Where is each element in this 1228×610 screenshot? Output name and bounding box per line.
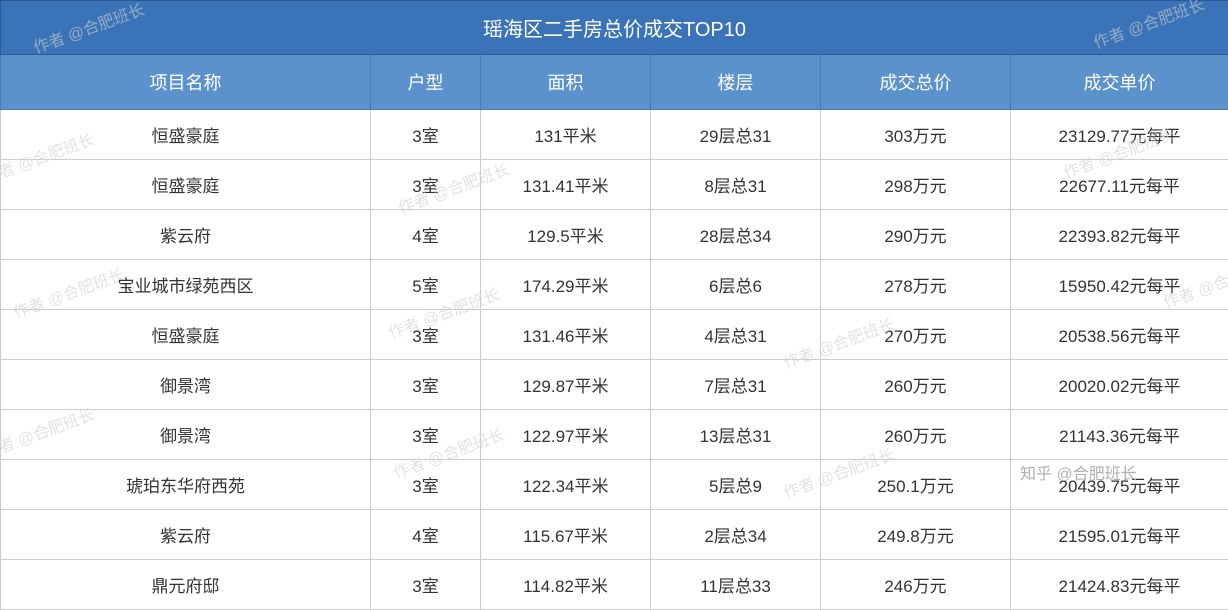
table-cell: 2层总34	[651, 510, 821, 560]
table-cell: 249.8万元	[821, 510, 1011, 560]
property-table: 瑶海区二手房总价成交TOP10 项目名称户型面积楼层成交总价成交单价 恒盛豪庭3…	[0, 0, 1228, 610]
column-header: 户型	[371, 55, 481, 110]
table-cell: 恒盛豪庭	[1, 310, 371, 360]
table-row: 御景湾3室122.97平米13层总31260万元21143.36元每平	[1, 410, 1228, 460]
table-cell: 5层总9	[651, 460, 821, 510]
table-cell: 恒盛豪庭	[1, 110, 371, 160]
table-cell: 278万元	[821, 260, 1011, 310]
table-cell: 20020.02元每平	[1011, 360, 1228, 410]
table-cell: 129.5平米	[481, 210, 651, 260]
table-cell: 246万元	[821, 560, 1011, 610]
table-cell: 3室	[371, 160, 481, 210]
table-cell: 114.82平米	[481, 560, 651, 610]
table-cell: 22677.11元每平	[1011, 160, 1228, 210]
table-container: 瑶海区二手房总价成交TOP10 项目名称户型面积楼层成交总价成交单价 恒盛豪庭3…	[0, 0, 1228, 610]
table-cell: 131.46平米	[481, 310, 651, 360]
table-row: 紫云府4室129.5平米28层总34290万元22393.82元每平	[1, 210, 1228, 260]
table-cell: 115.67平米	[481, 510, 651, 560]
table-cell: 129.87平米	[481, 360, 651, 410]
table-row: 御景湾3室129.87平米7层总31260万元20020.02元每平	[1, 360, 1228, 410]
table-cell: 13层总31	[651, 410, 821, 460]
table-cell: 6层总6	[651, 260, 821, 310]
table-cell: 20439.75元每平	[1011, 460, 1228, 510]
table-cell: 21595.01元每平	[1011, 510, 1228, 560]
table-cell: 122.97平米	[481, 410, 651, 460]
table-cell: 鼎元府邸	[1, 560, 371, 610]
table-cell: 琥珀东华府西苑	[1, 460, 371, 510]
table-cell: 4层总31	[651, 310, 821, 360]
table-cell: 5室	[371, 260, 481, 310]
table-cell: 20538.56元每平	[1011, 310, 1228, 360]
table-cell: 270万元	[821, 310, 1011, 360]
table-cell: 3室	[371, 560, 481, 610]
table-cell: 131平米	[481, 110, 651, 160]
table-cell: 21424.83元每平	[1011, 560, 1228, 610]
table-cell: 3室	[371, 410, 481, 460]
table-row: 恒盛豪庭3室131.41平米8层总31298万元22677.11元每平	[1, 160, 1228, 210]
table-title-row: 瑶海区二手房总价成交TOP10	[1, 1, 1228, 55]
table-title: 瑶海区二手房总价成交TOP10	[1, 1, 1228, 55]
column-header: 面积	[481, 55, 651, 110]
table-cell: 250.1万元	[821, 460, 1011, 510]
table-row: 恒盛豪庭3室131.46平米4层总31270万元20538.56元每平	[1, 310, 1228, 360]
table-cell: 御景湾	[1, 360, 371, 410]
table-cell: 恒盛豪庭	[1, 160, 371, 210]
table-cell: 298万元	[821, 160, 1011, 210]
table-cell: 御景湾	[1, 410, 371, 460]
table-cell: 260万元	[821, 410, 1011, 460]
table-cell: 宝业城市绿苑西区	[1, 260, 371, 310]
table-header-row: 项目名称户型面积楼层成交总价成交单价	[1, 55, 1228, 110]
table-cell: 21143.36元每平	[1011, 410, 1228, 460]
table-cell: 3室	[371, 310, 481, 360]
table-cell: 3室	[371, 360, 481, 410]
column-header: 成交单价	[1011, 55, 1228, 110]
table-cell: 11层总33	[651, 560, 821, 610]
table-cell: 紫云府	[1, 210, 371, 260]
table-cell: 290万元	[821, 210, 1011, 260]
table-cell: 174.29平米	[481, 260, 651, 310]
column-header: 项目名称	[1, 55, 371, 110]
table-row: 鼎元府邸3室114.82平米11层总33246万元21424.83元每平	[1, 560, 1228, 610]
table-cell: 4室	[371, 510, 481, 560]
table-cell: 29层总31	[651, 110, 821, 160]
table-cell: 15950.42元每平	[1011, 260, 1228, 310]
table-cell: 22393.82元每平	[1011, 210, 1228, 260]
table-cell: 122.34平米	[481, 460, 651, 510]
table-cell: 260万元	[821, 360, 1011, 410]
table-cell: 7层总31	[651, 360, 821, 410]
table-row: 宝业城市绿苑西区5室174.29平米6层总6278万元15950.42元每平	[1, 260, 1228, 310]
table-row: 紫云府4室115.67平米2层总34249.8万元21595.01元每平	[1, 510, 1228, 560]
table-cell: 4室	[371, 210, 481, 260]
table-cell: 303万元	[821, 110, 1011, 160]
table-cell: 131.41平米	[481, 160, 651, 210]
table-cell: 28层总34	[651, 210, 821, 260]
table-cell: 8层总31	[651, 160, 821, 210]
table-cell: 紫云府	[1, 510, 371, 560]
table-cell: 3室	[371, 460, 481, 510]
table-cell: 3室	[371, 110, 481, 160]
table-cell: 23129.77元每平	[1011, 110, 1228, 160]
column-header: 楼层	[651, 55, 821, 110]
table-row: 琥珀东华府西苑3室122.34平米5层总9250.1万元20439.75元每平	[1, 460, 1228, 510]
column-header: 成交总价	[821, 55, 1011, 110]
table-row: 恒盛豪庭3室131平米29层总31303万元23129.77元每平	[1, 110, 1228, 160]
